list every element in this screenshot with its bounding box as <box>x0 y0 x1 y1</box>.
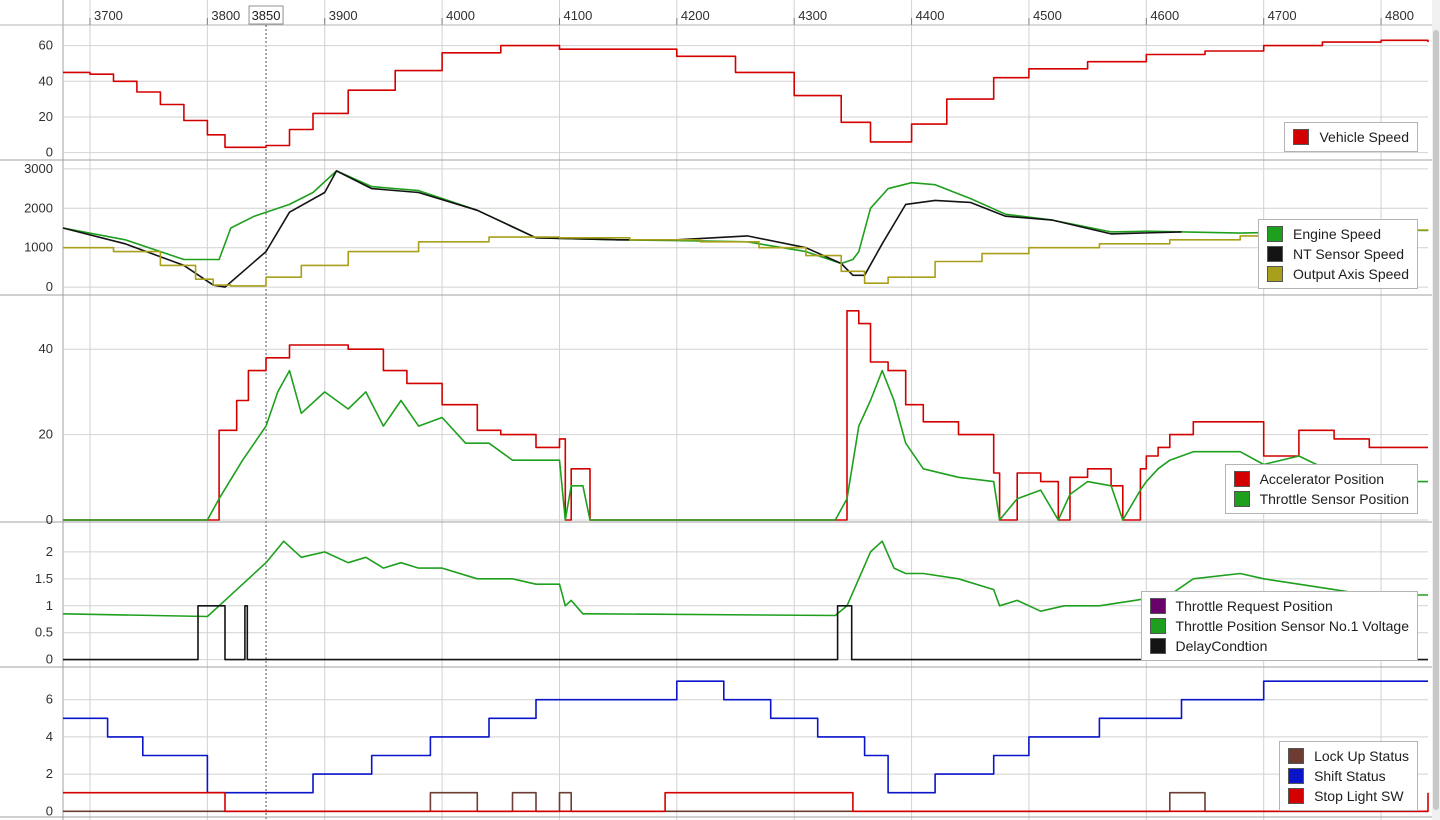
y-tick-label: 0 <box>46 512 53 527</box>
y-tick-label: 0 <box>46 652 53 667</box>
legend-item[interactable]: Vehicle Speed <box>1293 127 1409 147</box>
time-tick-label: 4000 <box>446 8 475 23</box>
legend-swatch <box>1267 246 1284 262</box>
legend-label: Shift Status <box>1314 768 1386 784</box>
time-tick-label: 4400 <box>916 8 945 23</box>
y-tick-label: 0.5 <box>35 625 53 640</box>
time-tick-label: 4600 <box>1150 8 1179 23</box>
legend-item[interactable]: Stop Light SW <box>1288 786 1409 806</box>
time-cursor-label: 3850 <box>252 8 281 23</box>
legend: Vehicle Speed <box>1284 122 1418 152</box>
legend-swatch <box>1288 768 1305 784</box>
legend-swatch <box>1149 638 1166 654</box>
legend: Accelerator Position Throttle Sensor Posi… <box>1224 464 1418 514</box>
legend-swatch <box>1267 226 1284 242</box>
legend-label: DelayCondtion <box>1175 638 1268 654</box>
legend-item[interactable]: Throttle Sensor Position <box>1233 489 1409 509</box>
y-tick-label: 40 <box>39 73 53 88</box>
legend: Engine Speed NT Sensor Speed Output Axis S… <box>1258 219 1418 289</box>
legend-label: Accelerator Position <box>1259 471 1385 487</box>
legend-item[interactable]: NT Sensor Speed <box>1267 244 1409 264</box>
legend-swatch <box>1233 471 1250 487</box>
y-tick-label: 2 <box>46 544 53 559</box>
legend-swatch <box>1267 266 1284 282</box>
y-tick-label: 4 <box>46 729 53 744</box>
lock-up-status-line <box>63 791 1428 813</box>
legend-swatch <box>1149 598 1166 614</box>
legend-item[interactable]: Accelerator Position <box>1233 469 1409 489</box>
legend-swatch <box>1149 618 1166 634</box>
time-tick-label: 4700 <box>1268 8 1297 23</box>
vertical-scrollbar[interactable] <box>1432 0 1440 820</box>
y-tick-label: 60 <box>39 38 53 53</box>
legend-swatch <box>1288 748 1305 764</box>
legend-item[interactable]: Lock Up Status <box>1288 746 1409 766</box>
legend-swatch <box>1233 491 1250 507</box>
legend-item[interactable]: Engine Speed <box>1267 224 1409 244</box>
stop-light-sw-line <box>63 791 1429 813</box>
accelerator-position-line <box>63 310 1428 521</box>
time-tick-label: 4200 <box>681 8 710 23</box>
legend: Throttle Request Position Throttle Positi… <box>1140 591 1418 661</box>
legend-label: Lock Up Status <box>1314 748 1409 764</box>
legend-label: Stop Light SW <box>1314 788 1404 804</box>
y-tick-label: 0 <box>46 803 53 818</box>
output-axis-speed-line <box>63 229 1429 287</box>
y-tick-label: 0 <box>46 145 53 160</box>
y-tick-label: 1.5 <box>35 571 53 586</box>
throttle-sensor-position-line <box>63 369 1428 521</box>
y-tick-label: 20 <box>39 109 53 124</box>
y-tick-label: 3000 <box>24 161 53 176</box>
legend-label: Throttle Position Sensor No.1 Voltage <box>1175 618 1409 634</box>
legend-item[interactable]: Shift Status <box>1288 766 1409 786</box>
y-tick-label: 0 <box>46 279 53 294</box>
legend-label: Engine Speed <box>1293 226 1381 242</box>
time-tick-label: 4500 <box>1033 8 1062 23</box>
legend-label: Output Axis Speed <box>1293 266 1409 282</box>
legend-label: NT Sensor Speed <box>1293 246 1405 262</box>
shift-status-line <box>63 680 1428 794</box>
legend-item[interactable]: DelayCondtion <box>1149 636 1409 656</box>
y-tick-label: 1000 <box>24 240 53 255</box>
legend-item[interactable]: Throttle Request Position <box>1149 596 1409 616</box>
time-tick-label: 4300 <box>798 8 827 23</box>
y-tick-label: 1 <box>46 598 53 613</box>
time-tick-label: 3700 <box>94 8 123 23</box>
time-tick-label: 4100 <box>563 8 592 23</box>
time-cursor-box[interactable] <box>248 5 284 25</box>
legend-swatch <box>1288 788 1305 804</box>
scrollbar-thumb[interactable] <box>1433 30 1439 810</box>
vehicle-speed-line <box>63 39 1429 149</box>
delaycondtion-line <box>63 605 1428 661</box>
legend-label: Throttle Sensor Position <box>1259 491 1409 507</box>
legend: Lock Up Status Shift Status Stop Light SW <box>1279 741 1418 811</box>
y-tick-label: 40 <box>39 341 53 356</box>
legend-label: Throttle Request Position <box>1175 598 1333 614</box>
y-tick-label: 2000 <box>24 200 53 215</box>
time-tick-label: 3900 <box>329 8 358 23</box>
y-tick-label: 2 <box>46 766 53 781</box>
legend-label: Vehicle Speed <box>1319 129 1409 145</box>
legend-swatch <box>1293 129 1310 145</box>
legend-item[interactable]: Output Axis Speed <box>1267 264 1409 284</box>
y-tick-label: 6 <box>46 692 53 707</box>
time-tick-label: 4800 <box>1385 8 1414 23</box>
time-tick-label: 3800 <box>211 8 240 23</box>
y-tick-label: 20 <box>39 427 53 442</box>
legend-item[interactable]: Throttle Position Sensor No.1 Voltage <box>1149 616 1409 636</box>
